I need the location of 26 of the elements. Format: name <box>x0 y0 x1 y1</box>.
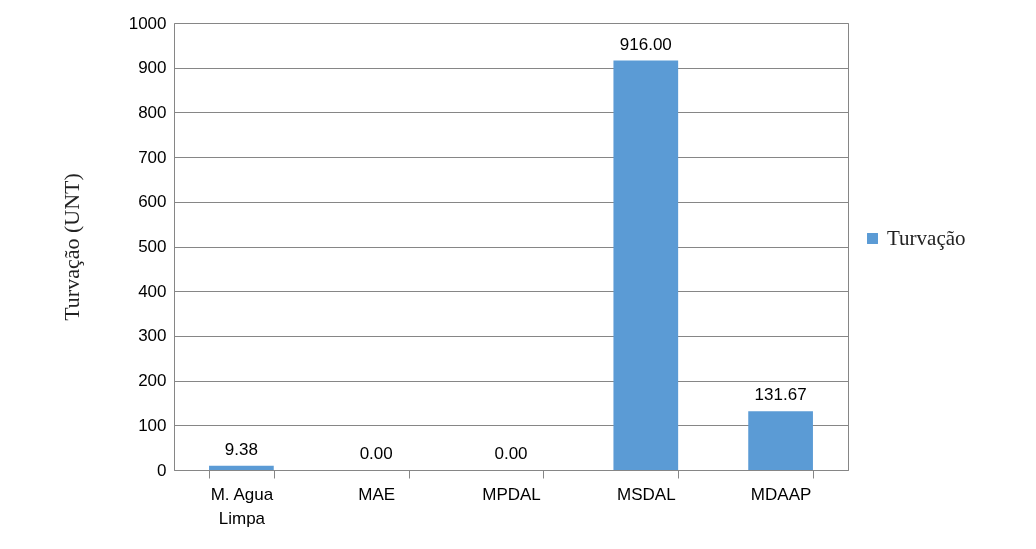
y-tick-label: 100 <box>138 415 167 435</box>
legend-label: Turvação <box>887 225 966 250</box>
data-label: 131.67 <box>754 385 807 405</box>
x-tick-label: MDAAP <box>750 484 812 504</box>
x-tick-label: MPDAL <box>482 484 541 504</box>
y-tick-label: 300 <box>138 326 167 346</box>
x-tick-label: MSDAL <box>617 484 676 504</box>
y-tick-label: 1000 <box>128 13 167 33</box>
data-label: 0.00 <box>359 444 393 463</box>
data-label: 9.38 <box>224 439 258 459</box>
y-tick-label: 200 <box>138 371 167 391</box>
y-tick-label: 0 <box>157 460 167 480</box>
y-tick-label: 600 <box>138 192 167 212</box>
bar <box>209 465 274 470</box>
y-tick-label: 500 <box>138 237 167 256</box>
y-tick-label: 400 <box>138 281 167 301</box>
y-tick-label: 900 <box>138 58 167 78</box>
y-tick-label: 700 <box>138 147 167 167</box>
x-tick-label: M. Agua Limpa <box>210 484 274 528</box>
bar <box>613 60 679 470</box>
y-tick-label: 800 <box>138 102 167 122</box>
x-tick-label: MAE <box>358 484 396 504</box>
bar <box>748 411 813 470</box>
y-axis-title: Turvação (UNT) <box>58 173 84 321</box>
data-label: 0.00 <box>494 444 528 463</box>
data-label: 916.00 <box>619 34 672 54</box>
